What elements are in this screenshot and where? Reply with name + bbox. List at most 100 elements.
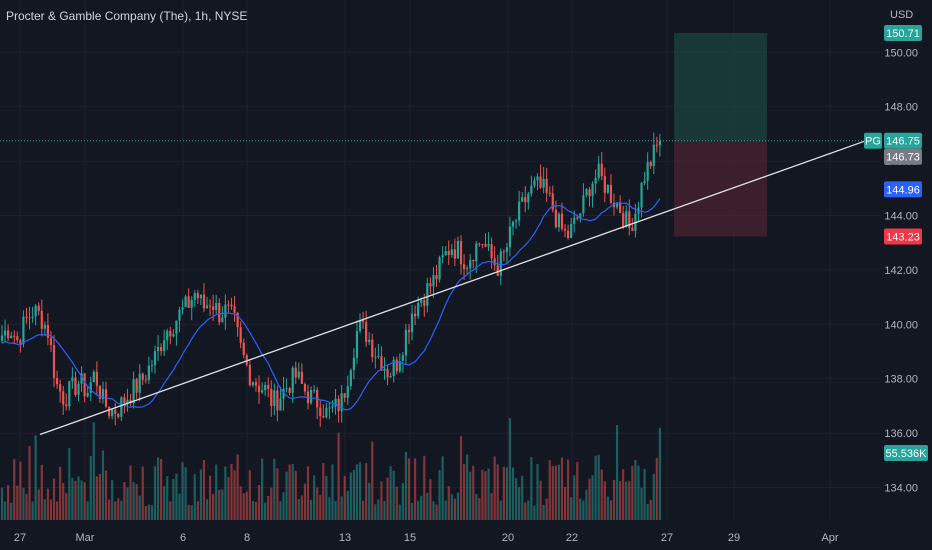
volume-bar xyxy=(117,498,120,520)
volume-bar xyxy=(554,465,557,520)
candle-body xyxy=(597,163,600,178)
candle-body xyxy=(548,192,551,194)
candle-body xyxy=(365,322,368,342)
candle-body xyxy=(55,378,59,385)
volume-bar xyxy=(132,482,135,520)
candle-body xyxy=(37,305,40,311)
volume-bar xyxy=(3,501,7,520)
volume-bar xyxy=(466,454,469,520)
volume-bar xyxy=(205,499,209,520)
volume-bar xyxy=(13,459,16,520)
candle-body xyxy=(175,320,178,334)
candle-body xyxy=(126,399,129,404)
candle-body xyxy=(514,220,518,222)
volume-bar xyxy=(147,504,150,520)
volume-bar xyxy=(469,471,472,520)
volume-bar xyxy=(0,488,4,520)
candle-body xyxy=(59,384,62,392)
volume-bar xyxy=(239,486,242,520)
volume-bar xyxy=(386,477,389,520)
candle-body xyxy=(355,331,359,358)
candle-body xyxy=(267,385,270,390)
volume-bar xyxy=(530,457,533,520)
candle-body xyxy=(279,398,282,411)
candle-body xyxy=(218,303,221,323)
candle-body xyxy=(254,382,258,386)
overlays xyxy=(0,140,880,436)
candle-body xyxy=(466,268,469,270)
volume-bar xyxy=(456,492,460,520)
candle-body xyxy=(169,330,172,337)
stop-zone xyxy=(674,140,767,237)
candle-body xyxy=(395,359,398,372)
candle-body xyxy=(530,185,533,194)
volume-bar xyxy=(236,454,239,520)
candle-body xyxy=(414,313,417,317)
candle-body xyxy=(576,217,579,219)
candle-body xyxy=(524,197,527,203)
volume-bar xyxy=(306,466,310,520)
volume-bar xyxy=(123,482,126,520)
volume-bar xyxy=(242,493,245,520)
candle-body xyxy=(585,189,588,196)
candle-body xyxy=(172,333,175,337)
price-label-text: 150.71 xyxy=(886,28,920,40)
volume-bar xyxy=(300,495,303,520)
volume-bar xyxy=(16,485,19,520)
volume-bar xyxy=(95,476,98,520)
volume-bar xyxy=(83,482,86,520)
volume-bar xyxy=(346,490,349,520)
volume-bar xyxy=(92,422,95,520)
candle-body xyxy=(588,189,591,197)
volume-bar xyxy=(447,486,450,520)
volume-bar xyxy=(462,464,466,520)
volume-bar xyxy=(588,478,591,520)
volume-bar xyxy=(334,500,337,520)
chart-title: Procter & Gamble Company (The), 1h, NYSE xyxy=(6,9,248,23)
candle-body xyxy=(282,388,285,399)
candle-body xyxy=(655,144,658,146)
volume-bar xyxy=(371,441,374,520)
candle-body xyxy=(123,397,126,404)
candle-body xyxy=(303,383,307,392)
volume-bar xyxy=(499,500,502,520)
candle-body xyxy=(594,177,597,184)
volume-bar xyxy=(264,502,267,520)
volume-bar xyxy=(172,478,175,520)
volume-bar xyxy=(591,475,594,520)
candle-body xyxy=(273,390,276,407)
volume-bar xyxy=(233,470,236,520)
volume-bar xyxy=(111,480,114,520)
volume-bar xyxy=(420,495,423,520)
volume-bar xyxy=(514,478,518,520)
candle-body xyxy=(202,294,206,309)
candle-body xyxy=(270,389,273,407)
candle-body xyxy=(398,360,401,372)
candle-body xyxy=(40,310,43,329)
volume-bar xyxy=(34,435,37,520)
volume-bar xyxy=(224,466,227,520)
candle-body xyxy=(658,140,661,146)
candle-body xyxy=(114,409,117,414)
volume-bar xyxy=(273,458,276,520)
candle-body xyxy=(456,241,460,259)
time-tick-label: 27 xyxy=(661,532,673,544)
volume-bar xyxy=(582,500,585,520)
volume-bar xyxy=(316,487,319,520)
candle-body xyxy=(239,327,242,343)
candle-body xyxy=(187,296,190,308)
candle-body xyxy=(98,385,102,400)
price-tick-label: 150.00 xyxy=(884,47,918,59)
candle-body xyxy=(248,364,251,386)
candle-body xyxy=(603,176,606,193)
volume-bar xyxy=(622,469,625,520)
volume-bar xyxy=(261,458,264,520)
volume-bar xyxy=(86,501,89,520)
candle-body xyxy=(542,178,545,188)
candle-body xyxy=(16,336,19,341)
time-tick-label: Apr xyxy=(821,532,838,544)
candle-body xyxy=(328,407,331,409)
time-tick-label: 6 xyxy=(180,532,186,544)
candle-body xyxy=(518,201,521,221)
